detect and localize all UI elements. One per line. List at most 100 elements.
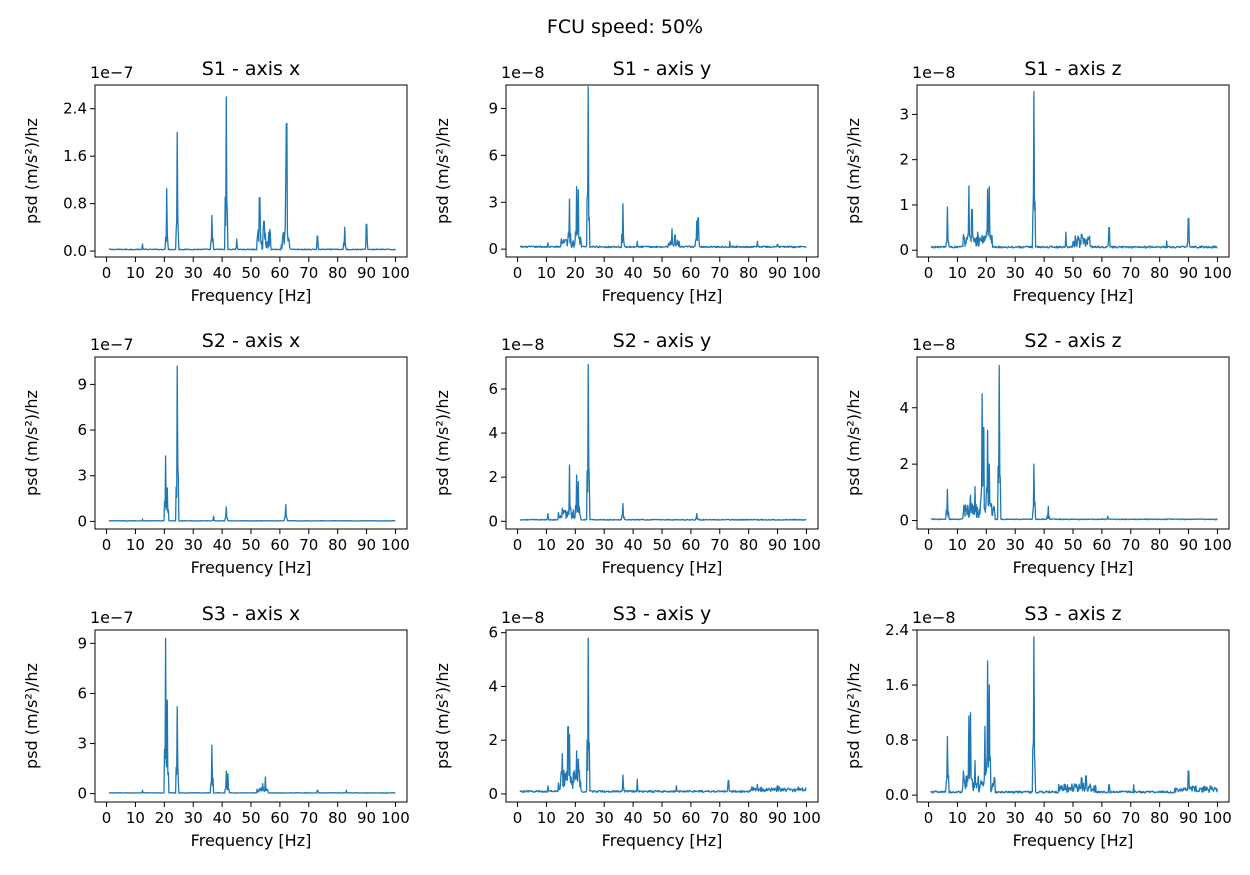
- x-tick-label: 30: [595, 809, 614, 827]
- x-tick-label: 30: [595, 264, 614, 282]
- psd-series-line: [930, 364, 1218, 521]
- x-tick-label: 20: [155, 536, 174, 554]
- y-tick-label: 0: [77, 512, 87, 530]
- psd-series-line: [108, 365, 396, 522]
- x-tick-label: 10: [126, 264, 145, 282]
- axes-frame: [505, 629, 819, 803]
- x-tick-label: 60: [1092, 809, 1111, 827]
- x-tick-label: 50: [241, 536, 260, 554]
- y-offset-text: 1e−7: [90, 63, 134, 82]
- x-tick-label: 90: [1179, 809, 1198, 827]
- x-tick-label: 50: [1063, 809, 1082, 827]
- subplot-4: S2 - axis x 0 10 20 30 40 50 60 70 80 90 100 0 3 6 9 1e−…: [22, 330, 410, 577]
- x-tick-label: 50: [241, 264, 260, 282]
- x-tick-label: 20: [155, 264, 174, 282]
- y-tick-label: 1.6: [63, 147, 87, 165]
- y-axis-label: psd (m/s²)/hz: [433, 663, 452, 769]
- subplot-7: S3 - axis x 0 10 20 30 40 50 60 70 80 90 100 0 3 6 91e−…: [22, 603, 410, 850]
- x-tick-label: 70: [1121, 264, 1140, 282]
- x-tick-label: 80: [739, 809, 758, 827]
- y-tick-label: 4: [899, 399, 909, 417]
- y-tick-label: 0.0: [63, 242, 87, 260]
- x-tick-label: 80: [1150, 536, 1169, 554]
- x-axis-label: Frequency [Hz]: [602, 831, 723, 850]
- subplot-1: S1 - axis x 0 10 20 30 40 50 60 70 80 90 100 0.0 0.8 1…: [22, 58, 410, 305]
- subplot-title: S3 - axis z: [1024, 603, 1121, 625]
- x-tick-label: 0: [102, 536, 112, 554]
- y-tick-label: 1: [899, 196, 909, 214]
- axes-frame: [916, 356, 1230, 530]
- y-tick-label: 3: [77, 467, 87, 485]
- x-tick-label: 90: [357, 264, 376, 282]
- x-tick-label: 90: [768, 264, 787, 282]
- x-tick-label: 0: [924, 264, 934, 282]
- x-tick-label: 30: [1006, 536, 1025, 554]
- subplot-grid: S1 - axis x0 10 20 30 40 50 60 70 80 90 1000.00.81…: [22, 58, 1232, 850]
- x-tick-label: 70: [710, 809, 729, 827]
- y-tick-label: 0: [899, 512, 909, 530]
- y-tick-label: 6: [77, 421, 87, 439]
- x-tick-label: 70: [1121, 536, 1140, 554]
- x-tick-label: 60: [681, 264, 700, 282]
- x-tick-label: 100: [381, 264, 410, 282]
- x-axis-label: Frequency [Hz]: [1013, 558, 1134, 577]
- x-tick-label: 50: [1063, 264, 1082, 282]
- y-tick-label: 3: [488, 193, 498, 211]
- x-tick-label: 20: [566, 536, 585, 554]
- y-axis-label: psd (m/s²)/hz: [844, 390, 863, 496]
- x-tick-label: 40: [1035, 264, 1054, 282]
- x-tick-label: 60: [1092, 264, 1111, 282]
- y-tick-label: 2: [488, 731, 498, 749]
- x-tick-label: 100: [381, 536, 410, 554]
- y-tick-label: 4: [488, 424, 498, 442]
- x-tick-label: 0: [924, 809, 934, 827]
- x-axis-label: Frequency [Hz]: [191, 286, 312, 305]
- x-tick-label: 0: [102, 264, 112, 282]
- axes-frame: [94, 356, 408, 530]
- subplot-title: S3 - axis x: [202, 603, 300, 625]
- x-axis-label: Frequency [Hz]: [191, 831, 312, 850]
- y-tick-label: 2.4: [885, 621, 909, 639]
- x-tick-label: 70: [1121, 809, 1140, 827]
- x-tick-label: 70: [299, 809, 318, 827]
- x-tick-label: 10: [126, 536, 145, 554]
- x-tick-label: 20: [977, 264, 996, 282]
- y-tick-label: 6: [488, 624, 498, 642]
- psd-series-line: [930, 91, 1218, 249]
- x-tick-label: 60: [270, 536, 289, 554]
- subplot-title: S2 - axis z: [1024, 330, 1121, 352]
- y-axis-label: psd (m/s²)/hz: [433, 390, 452, 496]
- x-tick-label: 50: [652, 264, 671, 282]
- psd-series-line: [930, 636, 1219, 794]
- y-offset-text: 1e−8: [912, 63, 956, 82]
- x-tick-label: 100: [381, 809, 410, 827]
- y-tick-label: 2: [488, 468, 498, 486]
- x-tick-label: 0: [102, 809, 112, 827]
- x-tick-label: 60: [1092, 536, 1111, 554]
- x-tick-label: 10: [537, 809, 556, 827]
- x-tick-label: 10: [948, 536, 967, 554]
- x-tick-label: 0: [513, 809, 523, 827]
- x-tick-label: 30: [1006, 809, 1025, 827]
- y-tick-label: 3: [899, 105, 909, 123]
- x-tick-label: 100: [1203, 264, 1232, 282]
- subplot-3: S1 - axis z 0 10 20 30 40 50 60 70 80 90 100 0 1 2 3 1e−…: [844, 58, 1232, 305]
- x-tick-label: 20: [566, 264, 585, 282]
- x-tick-label: 70: [710, 264, 729, 282]
- y-offset-text: 1e−8: [501, 63, 545, 82]
- x-tick-label: 20: [977, 536, 996, 554]
- subplot-title: S2 - axis y: [613, 330, 711, 352]
- x-tick-label: 90: [1179, 264, 1198, 282]
- x-axis-label: Frequency [Hz]: [1013, 831, 1134, 850]
- x-tick-label: 50: [652, 536, 671, 554]
- x-tick-label: 30: [184, 809, 203, 827]
- x-tick-label: 80: [328, 809, 347, 827]
- y-offset-text: 1e−8: [912, 608, 956, 627]
- x-tick-label: 100: [792, 264, 821, 282]
- y-tick-label: 3: [77, 735, 87, 753]
- x-tick-label: 70: [710, 536, 729, 554]
- x-tick-label: 90: [768, 809, 787, 827]
- x-tick-label: 100: [792, 536, 821, 554]
- x-axis-label: Frequency [Hz]: [602, 286, 723, 305]
